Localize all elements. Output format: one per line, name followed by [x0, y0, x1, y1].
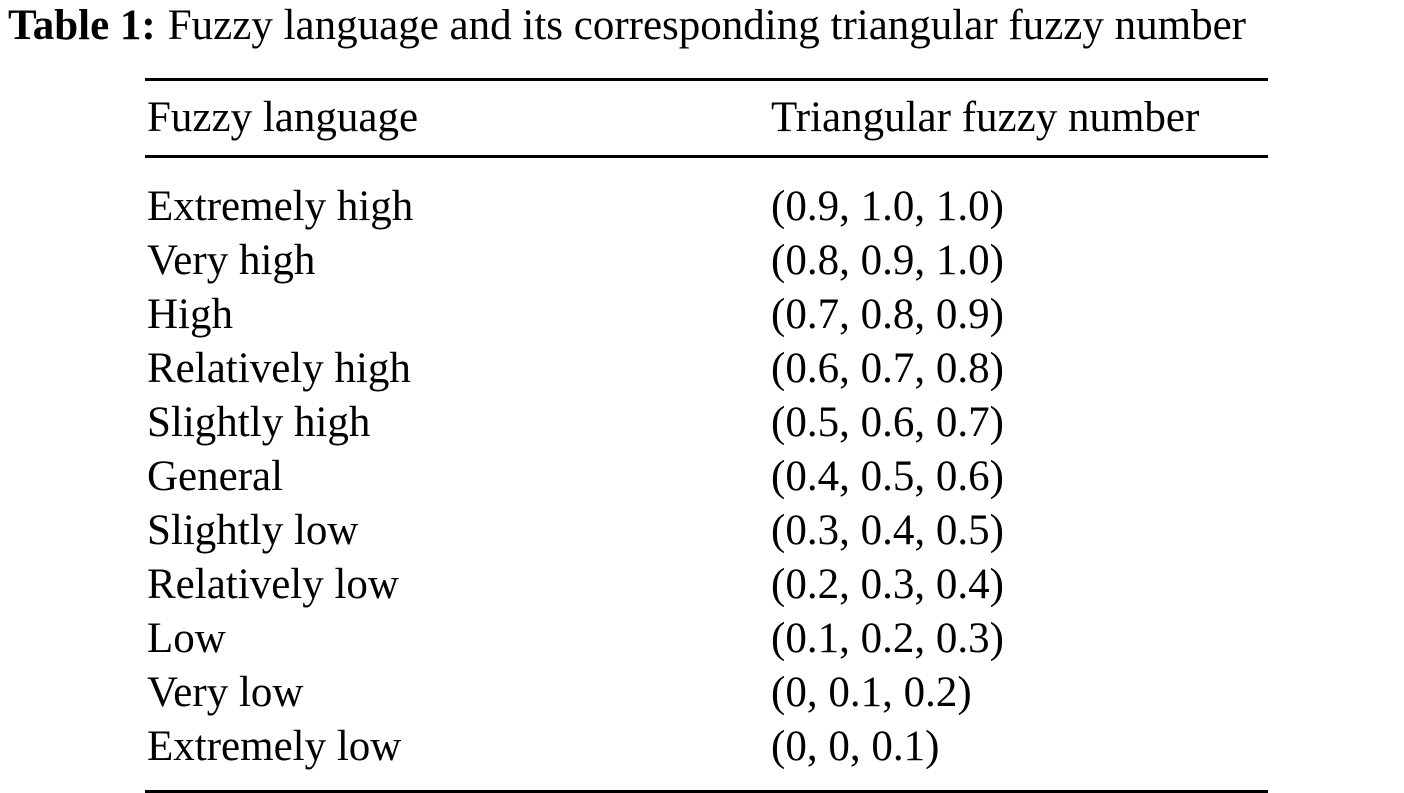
- table-row: Extremely low (0, 0, 0.1): [145, 720, 1268, 774]
- fuzzy-language-cell: Slightly low: [147, 507, 359, 554]
- fuzzy-language-cell: Low: [147, 615, 226, 662]
- fuzzy-number-table: Fuzzy language Triangular fuzzy number E…: [145, 78, 1268, 793]
- table-header-rule: [145, 155, 1268, 158]
- fuzzy-language-cell: Extremely high: [147, 183, 414, 230]
- table-row: Slightly low (0.3, 0.4, 0.5): [145, 504, 1268, 558]
- triangular-fuzzy-number-cell: (0.5, 0.6, 0.7): [771, 399, 1004, 446]
- table-row: General (0.4, 0.5, 0.6): [145, 450, 1268, 504]
- table-row: Low (0.1, 0.2, 0.3): [145, 612, 1268, 666]
- triangular-fuzzy-number-cell: (0.2, 0.3, 0.4): [771, 561, 1004, 608]
- table-row: Very low (0, 0.1, 0.2): [145, 666, 1268, 720]
- fuzzy-language-cell: High: [147, 291, 233, 338]
- table-caption-text: Fuzzy language and its corresponding tri…: [167, 2, 1246, 49]
- column-header-triangular-fuzzy-number: Triangular fuzzy number: [771, 94, 1200, 141]
- table-top-rule: [145, 78, 1268, 81]
- triangular-fuzzy-number-cell: (0.6, 0.7, 0.8): [771, 345, 1004, 392]
- table-body: Extremely high (0.9, 1.0, 1.0) Very high…: [145, 158, 1268, 790]
- fuzzy-language-cell: Very high: [147, 237, 316, 284]
- triangular-fuzzy-number-cell: (0.4, 0.5, 0.6): [771, 453, 1004, 500]
- table-row: Slightly high (0.5, 0.6, 0.7): [145, 396, 1268, 450]
- fuzzy-language-cell: Relatively high: [147, 345, 411, 392]
- triangular-fuzzy-number-cell: (0.8, 0.9, 1.0): [771, 237, 1004, 284]
- table-row: High (0.7, 0.8, 0.9): [145, 288, 1268, 342]
- column-header-fuzzy-language: Fuzzy language: [147, 94, 419, 141]
- table-row: Relatively low (0.2, 0.3, 0.4): [145, 558, 1268, 612]
- fuzzy-language-cell: Very low: [147, 669, 304, 716]
- fuzzy-language-cell: Slightly high: [147, 399, 371, 446]
- triangular-fuzzy-number-cell: (0.1, 0.2, 0.3): [771, 615, 1004, 662]
- fuzzy-language-cell: Relatively low: [147, 561, 399, 608]
- triangular-fuzzy-number-cell: (0.3, 0.4, 0.5): [771, 507, 1004, 554]
- table-row: Relatively high (0.6, 0.7, 0.8): [145, 342, 1268, 396]
- triangular-fuzzy-number-cell: (0.9, 1.0, 1.0): [771, 183, 1004, 230]
- table-caption: Table 1: Fuzzy language and its correspon…: [8, 2, 1400, 50]
- table-row: Extremely high (0.9, 1.0, 1.0): [145, 180, 1268, 234]
- table-row: Very high (0.8, 0.9, 1.0): [145, 234, 1268, 288]
- table-header-row: Fuzzy language Triangular fuzzy number: [145, 81, 1268, 155]
- fuzzy-language-cell: General: [147, 453, 284, 500]
- fuzzy-language-cell: Extremely low: [147, 723, 402, 770]
- triangular-fuzzy-number-cell: (0, 0, 0.1): [771, 723, 940, 770]
- triangular-fuzzy-number-cell: (0.7, 0.8, 0.9): [771, 291, 1004, 338]
- triangular-fuzzy-number-cell: (0, 0.1, 0.2): [771, 669, 972, 716]
- table-caption-label: Table 1:: [8, 2, 156, 49]
